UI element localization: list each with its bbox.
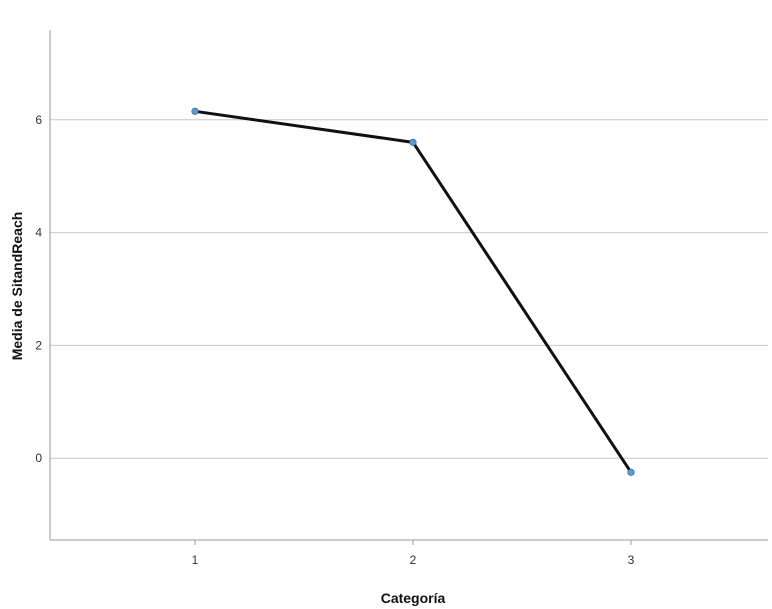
series-line-layer <box>193 109 633 474</box>
y-tick-labels: 6 4 2 0 <box>35 113 42 465</box>
x-tick-labels: 1 2 3 <box>192 540 635 567</box>
x-tick-label: 1 <box>192 553 199 567</box>
data-points <box>191 107 635 476</box>
gridlines <box>50 119 768 459</box>
data-point-2 <box>409 138 417 146</box>
axes <box>49 30 768 541</box>
y-tick-label: 4 <box>35 226 42 240</box>
y-tick-label: 6 <box>35 113 42 127</box>
x-tick-label: 3 <box>628 553 635 567</box>
data-point-1 <box>191 107 199 115</box>
y-axis-title: Media de SitandReach <box>9 212 25 361</box>
y-tick-label: 0 <box>35 451 42 465</box>
y-tick-label: 2 <box>35 338 42 352</box>
series-line <box>193 109 633 474</box>
x-axis-title: Categoría <box>381 590 446 606</box>
data-point-3 <box>627 468 635 476</box>
x-tick-label: 2 <box>410 553 417 567</box>
